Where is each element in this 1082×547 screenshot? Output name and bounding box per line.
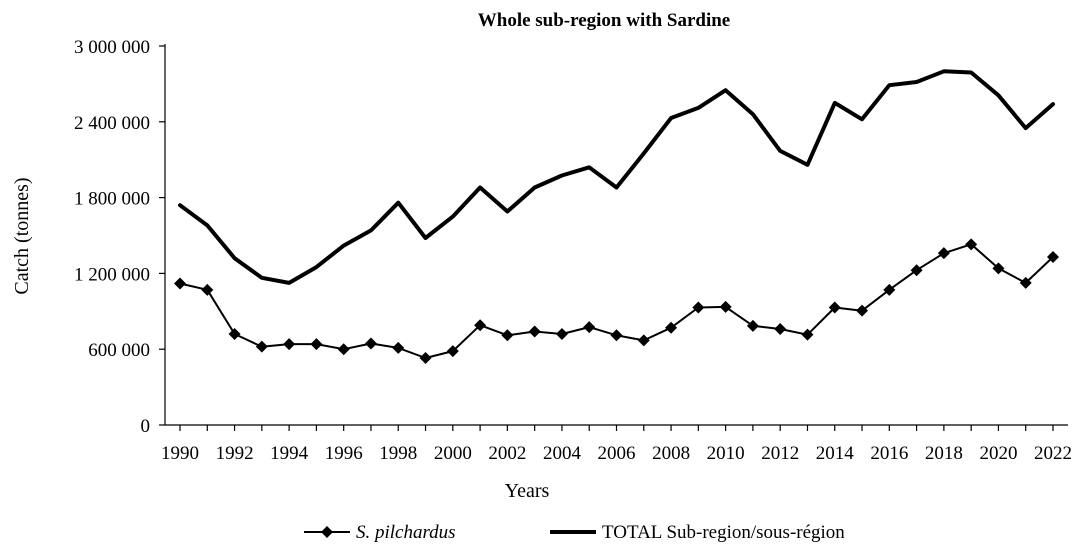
y-axis-title: Catch (tonnes): [11, 177, 33, 294]
legend-label-total: TOTAL Sub-region/sous-région: [602, 522, 845, 543]
x-tick-label: 1998: [379, 443, 417, 464]
data-point-pilchardus: [501, 329, 514, 342]
data-point-pilchardus: [746, 319, 759, 332]
x-tick-label: 2012: [761, 443, 799, 464]
data-point-pilchardus: [1047, 250, 1059, 263]
data-point-pilchardus: [446, 345, 459, 358]
data-point-pilchardus: [801, 328, 814, 341]
data-point-pilchardus: [1019, 276, 1032, 289]
data-point-pilchardus: [555, 328, 568, 341]
data-point-pilchardus: [610, 329, 623, 342]
y-tick-label: 1 800 000: [74, 189, 150, 210]
data-point-pilchardus: [228, 328, 241, 341]
data-point-pilchardus: [883, 283, 896, 296]
x-tick-label: 2008: [652, 443, 690, 464]
data-point-pilchardus: [528, 325, 541, 338]
data-point-pilchardus: [992, 262, 1005, 275]
plot-area: 0 600 000 1 200 000 1 800 000 2 400 000 3 000…: [74, 37, 1072, 464]
y-tick-label: 3 000 000: [74, 37, 150, 58]
data-point-pilchardus: [637, 334, 650, 347]
x-tick-label: 2022: [1034, 443, 1072, 464]
x-tick-label: 2020: [979, 443, 1017, 464]
data-point-pilchardus: [856, 304, 869, 317]
data-point-pilchardus: [419, 352, 432, 365]
x-tick-label: 1990: [161, 443, 199, 464]
data-point-pilchardus: [174, 277, 186, 290]
x-tick-label: 2004: [543, 443, 582, 464]
legend-diamond-marker: [321, 526, 333, 538]
chart-title: Whole sub-region with Sardine: [478, 10, 731, 31]
series-line-total: [178, 69, 1055, 285]
x-tick-label: 1992: [216, 443, 254, 464]
data-point-pilchardus: [392, 341, 405, 354]
data-point-pilchardus: [965, 238, 978, 251]
y-tick-label: 0: [141, 416, 151, 437]
x-axis-title: Years: [505, 480, 550, 502]
y-tick-label: 1 200 000: [74, 264, 150, 285]
y-tick-label: 600 000: [88, 340, 150, 361]
legend-label-pilchardus: S. pilchardus: [356, 522, 456, 543]
x-tick-label: 2010: [707, 443, 745, 464]
data-point-pilchardus: [583, 321, 596, 334]
data-point-pilchardus: [937, 247, 950, 260]
x-tick-label: 2018: [925, 443, 963, 464]
y-tick-label: 2 400 000: [74, 113, 150, 134]
data-point-pilchardus: [828, 301, 841, 314]
data-point-pilchardus: [910, 264, 923, 277]
data-point-pilchardus: [719, 300, 732, 313]
data-point-pilchardus: [665, 321, 678, 334]
data-point-pilchardus: [474, 319, 487, 332]
x-tick-label: 2006: [598, 443, 636, 464]
x-tick-label: 2014: [816, 443, 855, 464]
legend: S. pilchardus TOTAL Sub-region/sous-régi…: [304, 522, 845, 543]
data-point-pilchardus: [774, 322, 787, 335]
data-point-pilchardus: [364, 337, 377, 350]
x-tick-label: 1994: [270, 443, 309, 464]
x-tick-label: 2000: [434, 443, 472, 464]
data-point-pilchardus: [692, 301, 705, 314]
data-point-pilchardus: [337, 343, 350, 356]
x-tick-label: 2002: [488, 443, 526, 464]
data-point-pilchardus: [255, 340, 268, 353]
x-tick-label: 1996: [325, 443, 363, 464]
data-point-pilchardus: [283, 338, 296, 351]
data-point-pilchardus: [201, 283, 214, 296]
x-tick-label: 2016: [870, 443, 908, 464]
data-point-pilchardus: [310, 338, 323, 351]
